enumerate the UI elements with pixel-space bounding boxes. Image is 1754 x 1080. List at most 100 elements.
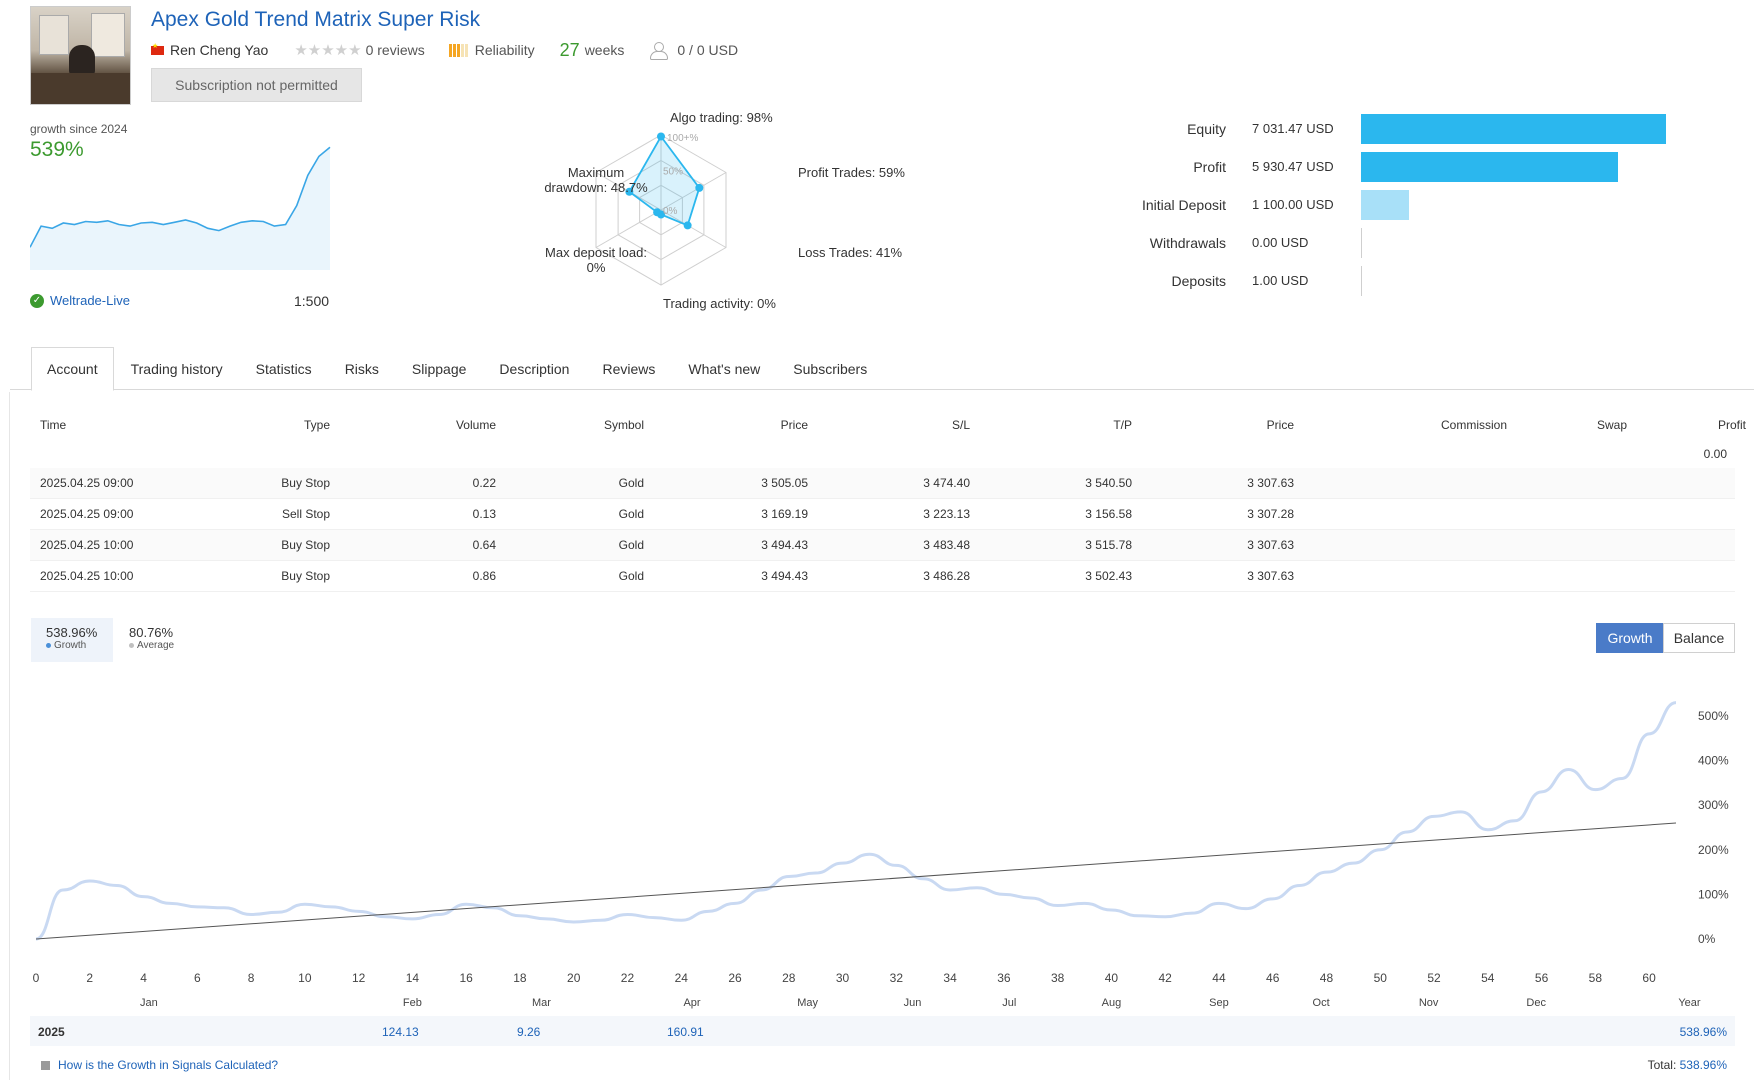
month-label: Oct: [1313, 997, 1330, 1009]
x-tick-label: 36: [997, 971, 1011, 985]
subscribers-value: 0 / 0 USD: [677, 42, 739, 58]
column-header: Time: [40, 418, 67, 432]
tab-trading-history[interactable]: Trading history: [130, 360, 223, 377]
table-cell: 3 307.28: [1247, 507, 1294, 521]
subscribe-button[interactable]: Subscription not permitted: [151, 68, 362, 102]
radar-label-profit: Profit Trades: 59%: [798, 165, 905, 180]
table-row: 2025.04.25 09:00 Sell Stop 0.13 Gold 3 169.1…: [30, 499, 1735, 530]
account-bar-label: Deposits: [1171, 273, 1226, 289]
average-stat[interactable]: 80.76% Average: [129, 618, 174, 651]
tab-account[interactable]: Account: [31, 347, 114, 391]
column-header: Profit: [1717, 418, 1746, 432]
radar-label-activity: Trading activity: 0%: [663, 296, 776, 311]
signal-meta-row: Ren Cheng Yao ★★★★★ 0 reviews Reliabilit…: [151, 40, 738, 60]
table-row: 2025.04.25 09:00 Buy Stop 0.22 Gold 3 505.05…: [30, 468, 1735, 499]
column-header: Swap: [1596, 418, 1627, 432]
table-cell: Buy Stop: [281, 476, 330, 490]
column-header: Price: [780, 418, 808, 432]
signal-title[interactable]: Apex Gold Trend Matrix Super Risk: [151, 8, 481, 31]
table-cell: Sell Stop: [281, 507, 330, 521]
x-tick-label: 26: [728, 971, 742, 985]
avatar-photo-detail: [91, 13, 125, 57]
subscribers-icon: [649, 42, 669, 60]
table-spacer: [30, 440, 1735, 468]
month-label: Aug: [1102, 997, 1122, 1009]
tab-subscribers[interactable]: Subscribers: [793, 360, 868, 377]
leverage-value: 1:500: [294, 293, 330, 309]
growth-toggle-button[interactable]: Growth: [1596, 623, 1664, 653]
table-cell: Gold: [618, 569, 644, 583]
x-tick-label: 12: [352, 971, 366, 985]
growth-stat-label: Growth: [54, 640, 87, 651]
account-bar-row: Initial Deposit 1 100.00 USD: [1080, 190, 1680, 220]
x-tick-label: 4: [140, 971, 147, 985]
growth-dot-icon: [46, 643, 51, 648]
month-label: Jul: [1002, 997, 1016, 1009]
x-tick-label: 32: [890, 971, 904, 985]
table-header: Time Type Volume Symbol Price S/L T/P Price Comm…: [30, 410, 1746, 440]
account-bar-label: Equity: [1187, 121, 1226, 137]
account-bar-row: Withdrawals 0.00 USD: [1080, 228, 1680, 258]
help-icon: [41, 1060, 50, 1070]
account-bar-value: 1.00 USD: [1252, 273, 1309, 288]
x-tick-label: 18: [513, 971, 527, 985]
tab-risks[interactable]: Risks: [344, 360, 379, 377]
tab-slippage[interactable]: Slippage: [411, 360, 467, 377]
month-value-mar[interactable]: 9.26: [517, 1025, 541, 1039]
account-bar: [1361, 152, 1619, 182]
avatar-photo-detail: [69, 45, 95, 75]
reviews-count[interactable]: 0 reviews: [365, 42, 425, 58]
tab-description[interactable]: Description: [499, 360, 570, 377]
table-cell: Gold: [618, 507, 644, 521]
account-bar-label: Withdrawals: [1149, 235, 1226, 251]
month-label: Mar: [532, 997, 551, 1009]
radar-axis: [660, 209, 727, 248]
growth-chart: 500%400%300%200%100%0%0 2 4 6 8 10 12 14 16 18 20 2…: [33, 701, 1729, 1009]
table-cell: Buy Stop: [281, 538, 330, 552]
table-cell: 2025.04.25 09:00: [40, 507, 134, 521]
balance-toggle-button[interactable]: Balance: [1663, 623, 1735, 653]
radar-label-deposit-load-line2: 0%: [586, 260, 606, 275]
growth-stat[interactable]: 538.96% Growth: [31, 618, 113, 662]
growth-series-line: [35, 701, 1677, 941]
x-tick-label: 24: [675, 971, 689, 985]
y-tick-label: 300%: [1698, 798, 1729, 812]
account-bar-value: 1 100.00 USD: [1252, 197, 1334, 212]
tab-reviews[interactable]: Reviews: [602, 360, 656, 377]
average-stat-legend: Average: [129, 640, 174, 651]
radar-ring-label: 0%: [663, 206, 678, 217]
table-total-profit: 0.00: [1703, 447, 1727, 461]
month-value-feb[interactable]: 124.13: [382, 1025, 419, 1039]
x-tick-label: 8: [248, 971, 255, 985]
x-tick-label: 28: [782, 971, 796, 985]
radar-axis: [595, 209, 662, 248]
help-link-row[interactable]: How is the Growth in Signals Calculated?: [41, 1058, 278, 1072]
table-cell: 3 307.63: [1247, 538, 1294, 552]
left-border: [9, 392, 10, 1080]
month-label: Nov: [1419, 997, 1439, 1009]
tab-what-s-new[interactable]: What's new: [688, 360, 761, 377]
broker-server[interactable]: ✓ Weltrade-Live: [30, 293, 130, 308]
account-bar-label: Profit: [1193, 159, 1226, 175]
account-bar-value: 5 930.47 USD: [1252, 159, 1334, 174]
author-avatar[interactable]: [30, 6, 131, 105]
author-name[interactable]: Ren Cheng Yao: [170, 42, 269, 58]
x-tick-label: 48: [1320, 971, 1334, 985]
tab-statistics[interactable]: Statistics: [255, 360, 312, 377]
mini-chart-area: [30, 147, 330, 270]
radar-chart: 100+% 50% 0%: [595, 132, 727, 286]
broker-link[interactable]: Weltrade-Live: [50, 293, 130, 308]
month-value-apr[interactable]: 160.91: [667, 1025, 704, 1039]
table-cell: Gold: [618, 538, 644, 552]
radar-label-algo: Algo trading: 98%: [670, 110, 773, 125]
x-tick-label: 54: [1481, 971, 1495, 985]
account-bar-value: 7 031.47 USD: [1252, 121, 1334, 136]
month-label: Jan: [140, 997, 158, 1009]
x-tick-label: 42: [1159, 971, 1173, 985]
table-cell: 0.64: [472, 538, 496, 552]
growth-help-link[interactable]: How is the Growth in Signals Calculated?: [58, 1058, 279, 1072]
table-cell: 0.13: [472, 507, 496, 521]
radar-label-deposit-load-line1: Max deposit load:: [545, 245, 647, 260]
table-cell: 0.22: [472, 476, 496, 490]
table-cell: 3 474.40: [923, 476, 970, 490]
